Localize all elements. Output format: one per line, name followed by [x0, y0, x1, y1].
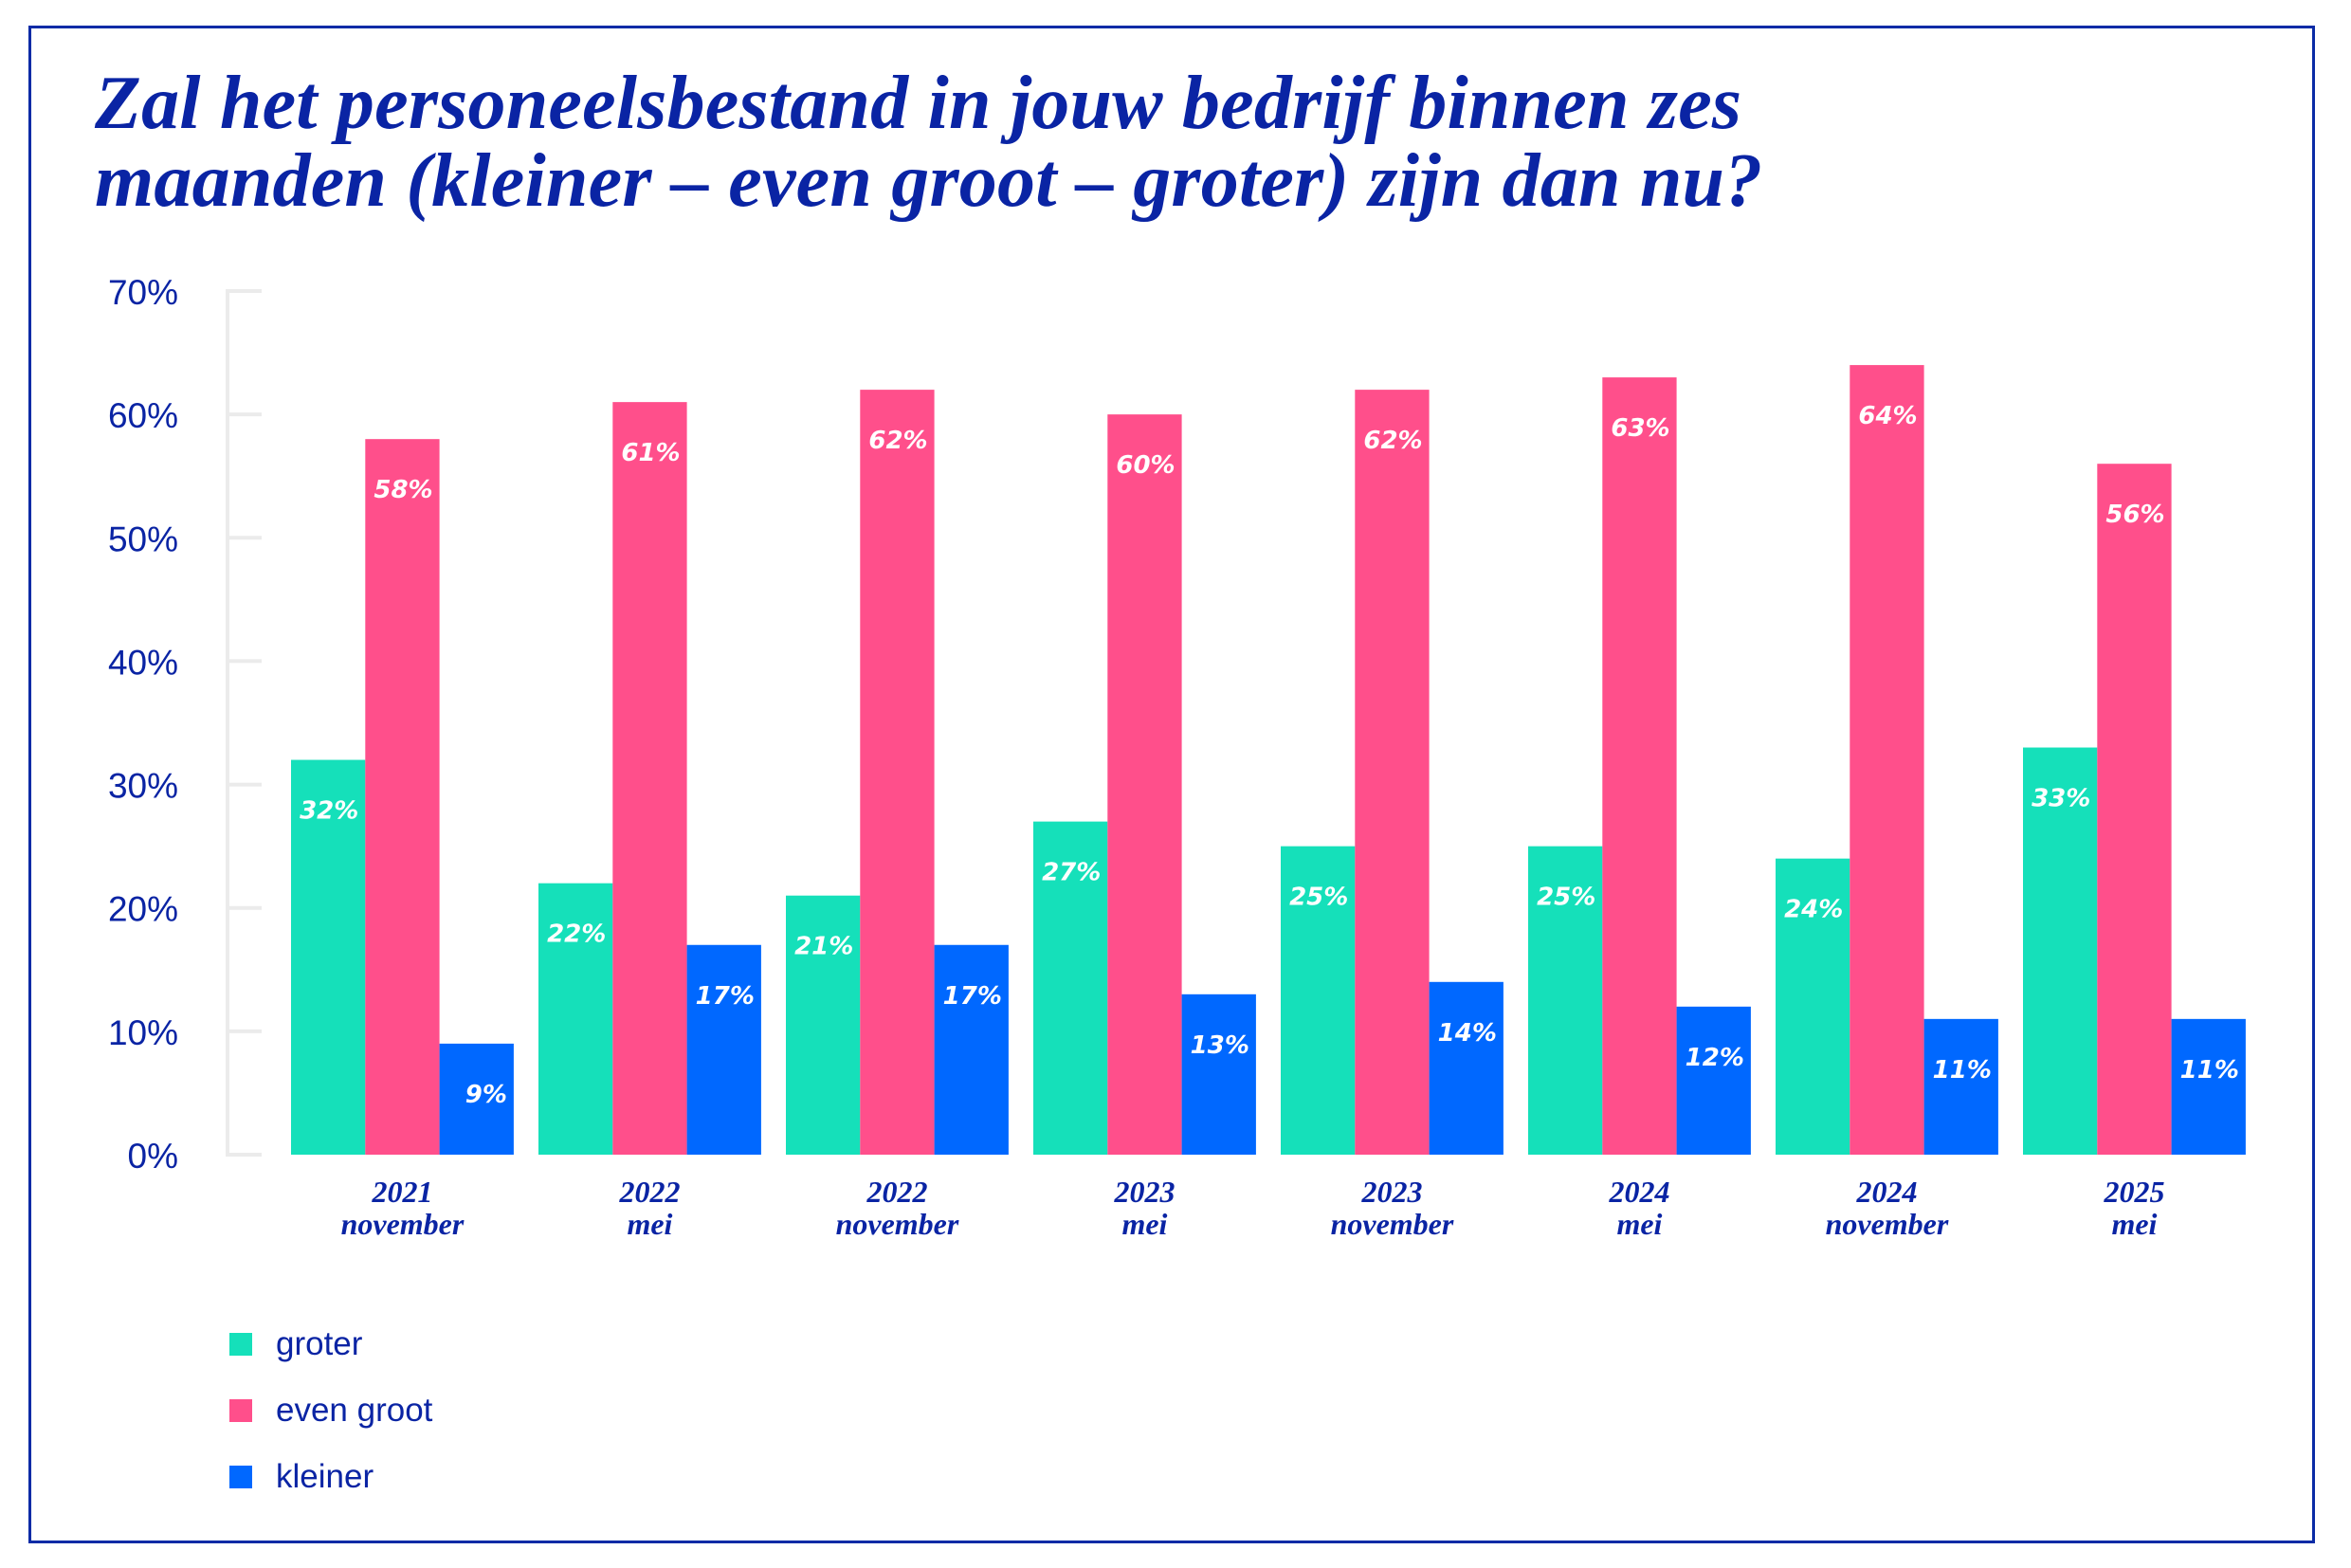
- data-label: 62%: [868, 427, 927, 455]
- bar-kleiner: [439, 1043, 514, 1155]
- chart-title-line-2: maanden (kleiner – even groot – groter) …: [95, 139, 1763, 223]
- y-tick-label: 40%: [108, 643, 178, 682]
- bar-kleiner: [934, 944, 1009, 1155]
- x-category-year: 2023: [1360, 1175, 1422, 1209]
- data-label: 56%: [2105, 501, 2164, 529]
- data-labels: 32% 58% 9% 22% 61% 17% 21% 62% 17% 27% 60% 13% 25% 62…: [300, 402, 2239, 1109]
- legend-swatch-kleiner: [229, 1466, 252, 1488]
- legend-swatch-even-groot: [229, 1399, 252, 1422]
- bar-groter: [1033, 821, 1108, 1155]
- x-category-month: mei: [2111, 1207, 2157, 1241]
- x-category-month: november: [1331, 1207, 1454, 1241]
- data-label: 22%: [547, 921, 606, 949]
- x-category-month: november: [836, 1207, 959, 1241]
- data-label: 9%: [465, 1081, 507, 1109]
- data-label: 61%: [621, 439, 680, 467]
- x-category-month: november: [341, 1207, 465, 1241]
- x-category-month: mei: [1616, 1207, 1662, 1241]
- data-label: 21%: [794, 933, 853, 961]
- chart-title: Zal het personeelsbestand in jouw bedrij…: [95, 64, 2275, 220]
- x-category-month: november: [1826, 1207, 1949, 1241]
- data-label: 25%: [1537, 884, 1595, 912]
- bar-even-groot: [1355, 390, 1430, 1156]
- bar-groter: [2023, 747, 2098, 1155]
- bar-groter: [786, 895, 861, 1155]
- x-category-month: mei: [627, 1207, 672, 1241]
- data-label: 14%: [1438, 1019, 1497, 1048]
- data-label: 33%: [2032, 785, 2090, 813]
- legend-item-even-groot: even groot: [229, 1377, 432, 1444]
- legend-label: groter: [276, 1325, 363, 1362]
- bar-kleiner: [2171, 1018, 2246, 1155]
- x-category-year: 2023: [1113, 1175, 1175, 1209]
- x-category-year: 2022: [866, 1175, 927, 1209]
- bar-kleiner: [1181, 994, 1256, 1155]
- chart-frame: [28, 26, 2315, 1543]
- y-tick-label: 20%: [108, 890, 178, 929]
- y-tick-label: 30%: [108, 767, 178, 806]
- bar-even-groot: [1107, 414, 1182, 1156]
- legend-item-groter: groter: [229, 1311, 432, 1377]
- legend-label: kleiner: [276, 1458, 374, 1495]
- bar-kleiner: [686, 944, 761, 1155]
- bar-even-groot: [612, 402, 687, 1156]
- x-category-year: 2022: [618, 1175, 680, 1209]
- legend-item-kleiner: kleiner: [229, 1444, 432, 1510]
- bar-even-groot: [365, 439, 440, 1156]
- y-axis: 0% 10% 20% 30% 40% 50% 60% 70%: [108, 273, 262, 1176]
- y-tick-label: 0%: [128, 1137, 178, 1176]
- data-label: 60%: [1116, 451, 1175, 480]
- bar-even-groot: [1602, 377, 1677, 1156]
- legend: groter even groot kleiner: [229, 1311, 432, 1510]
- bar-groter: [1281, 846, 1356, 1155]
- data-label: 11%: [2180, 1056, 2239, 1085]
- data-label: 32%: [300, 797, 358, 826]
- data-label: 13%: [1191, 1031, 1249, 1060]
- data-label: 12%: [1686, 1044, 1744, 1072]
- data-label: 27%: [1042, 859, 1101, 887]
- y-tick-label: 70%: [108, 273, 178, 312]
- bar-kleiner: [1923, 1018, 1998, 1155]
- bar-groter: [1528, 846, 1603, 1155]
- data-label: 17%: [943, 982, 1002, 1011]
- x-category-year: 2024: [1608, 1175, 1669, 1209]
- bar-even-groot: [1850, 365, 1924, 1156]
- y-tick-label: 60%: [108, 396, 178, 435]
- legend-swatch-groter: [229, 1333, 252, 1356]
- data-label: 17%: [696, 982, 755, 1011]
- chart-title-line-1: Zal het personeelsbestand in jouw bedrij…: [95, 62, 1742, 145]
- x-category-year: 2025: [2103, 1175, 2164, 1209]
- data-label: 63%: [1611, 414, 1669, 443]
- legend-label: even groot: [276, 1392, 433, 1429]
- x-category-month: mei: [1121, 1207, 1167, 1241]
- data-label: 62%: [1363, 427, 1422, 455]
- data-label: 64%: [1858, 402, 1917, 430]
- x-category-year: 2024: [1855, 1175, 1917, 1209]
- data-label: 24%: [1784, 896, 1843, 924]
- x-category-year: 2021: [371, 1175, 432, 1209]
- y-tick-label: 10%: [108, 1013, 178, 1052]
- data-label: 11%: [1933, 1056, 1992, 1085]
- bar-even-groot: [860, 390, 935, 1156]
- bar-kleiner: [1429, 981, 1504, 1155]
- bar-groter: [1776, 858, 1850, 1155]
- bar-groter: [291, 759, 366, 1155]
- bar-kleiner: [1676, 1006, 1751, 1155]
- y-tick-label: 50%: [108, 520, 178, 558]
- bars: [291, 365, 2246, 1156]
- data-label: 25%: [1289, 884, 1348, 912]
- x-axis-labels: 2021november2022mei2022november2023mei20…: [341, 1175, 2165, 1241]
- data-label: 58%: [374, 476, 432, 504]
- bar-groter: [538, 883, 613, 1155]
- bar-even-groot: [2097, 464, 2172, 1155]
